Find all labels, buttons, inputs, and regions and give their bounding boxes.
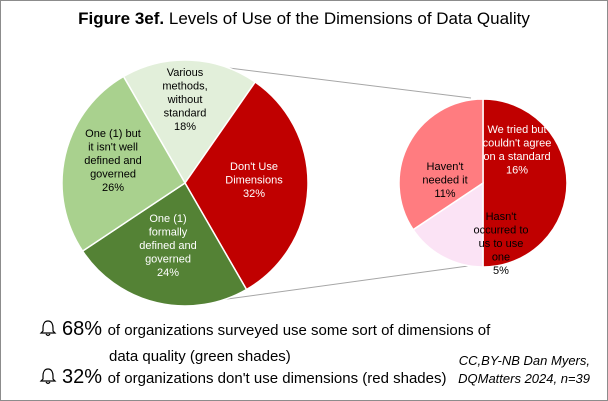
main-pie-slice-one-1-formally-defined-and-governed bbox=[81, 181, 248, 307]
statement-text: of organizations don't use dimensions (r… bbox=[107, 370, 447, 387]
credit-line-2: DQMatters 2024, n=39 bbox=[458, 371, 590, 386]
breakdown-pie-slice-we-tried-but-couldn-t-agree-on-a-standard bbox=[482, 98, 568, 268]
statement-red: 32% of organizations don't use dimension… bbox=[38, 366, 447, 389]
main-pie-slices bbox=[61, 59, 309, 307]
breakdown-pie-slice-haven-t-needed-it bbox=[398, 98, 484, 231]
breakdown-pie-slices bbox=[398, 98, 568, 268]
main-pie-slice-don-t-use-dimensions bbox=[184, 80, 309, 291]
main-pie-slice-one-1-but-it-isn-t-well-defined-and-governed bbox=[61, 75, 187, 253]
statement-percent: 32% bbox=[62, 366, 103, 388]
main-pie-label-one-1-formally-defined-and-governed: One (1) formally defined and governed 24% bbox=[139, 213, 197, 279]
main-pie-labels: Various methods, without standard 18% Don't U… bbox=[84, 67, 283, 279]
breakdown-pie-label-we-tried-but-couldn-t-agree-on-a-standard: We tried but couldn't agree on a standard 1… bbox=[483, 124, 552, 177]
statement-continuation-text: data quality (green shades) bbox=[109, 348, 291, 365]
main-pie-label-one-1-but-it-isn-t-well-defined-and-governed: One (1) but it isn't well defined and gover… bbox=[84, 128, 142, 194]
connector-lines bbox=[219, 67, 472, 301]
breakdown-pie-slice-hasn-t-occurred-to-us-to-use-one bbox=[412, 181, 484, 268]
statement-text: of organizations surveyed use some sort … bbox=[107, 322, 491, 339]
connector-line-bottom bbox=[219, 265, 469, 301]
statement-green-continuation: data quality (green shades) bbox=[109, 344, 291, 367]
credit-line-1: CC,BY-NB Dan Myers, bbox=[458, 353, 590, 368]
breakdown-pie-labels: We tried but couldn't agree on a standard 1… bbox=[422, 124, 551, 277]
bell-icon bbox=[39, 368, 57, 385]
main-pie-slice-various-methods-without-standard bbox=[122, 59, 257, 185]
statement-green: 68% of organizations surveyed use some s… bbox=[38, 318, 490, 341]
breakdown-pie-label-haven-t-needed-it: Haven't needed it 11% bbox=[422, 161, 467, 200]
breakdown-pie-label-hasn-t-occurred-to-us-to-use-one: Hasn't occurred to us to use one 5% bbox=[473, 211, 528, 277]
main-pie-label-various-methods-without-standard: Various methods, without standard 18% bbox=[162, 67, 207, 133]
connector-line-top bbox=[228, 67, 472, 99]
main-pie-label-don-t-use-dimensions: Don't Use Dimensions 32% bbox=[225, 161, 283, 200]
statement-percent: 68% bbox=[62, 318, 103, 340]
chart-title: Figure 3ef. Levels of Use of the Dimensi… bbox=[0, 9, 608, 29]
figure-number: Figure 3ef. bbox=[78, 9, 165, 28]
bell-icon bbox=[39, 320, 57, 337]
title-text: Levels of Use of the Dimensions of Data … bbox=[168, 9, 530, 28]
